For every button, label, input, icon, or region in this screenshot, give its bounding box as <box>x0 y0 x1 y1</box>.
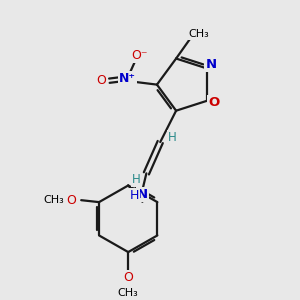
Text: H: H <box>130 189 139 203</box>
Text: O: O <box>66 194 76 207</box>
Text: N: N <box>206 58 217 71</box>
Text: O⁻: O⁻ <box>131 49 147 62</box>
Text: H: H <box>132 173 141 186</box>
Text: N: N <box>137 188 148 201</box>
Text: N⁺: N⁺ <box>119 72 136 85</box>
Text: CH₃: CH₃ <box>188 29 209 39</box>
Text: O: O <box>97 74 106 87</box>
Text: O: O <box>208 96 220 109</box>
Text: O: O <box>123 271 133 284</box>
Text: H: H <box>168 130 176 144</box>
Text: CH₃: CH₃ <box>43 195 64 205</box>
Text: CH₃: CH₃ <box>118 288 139 298</box>
